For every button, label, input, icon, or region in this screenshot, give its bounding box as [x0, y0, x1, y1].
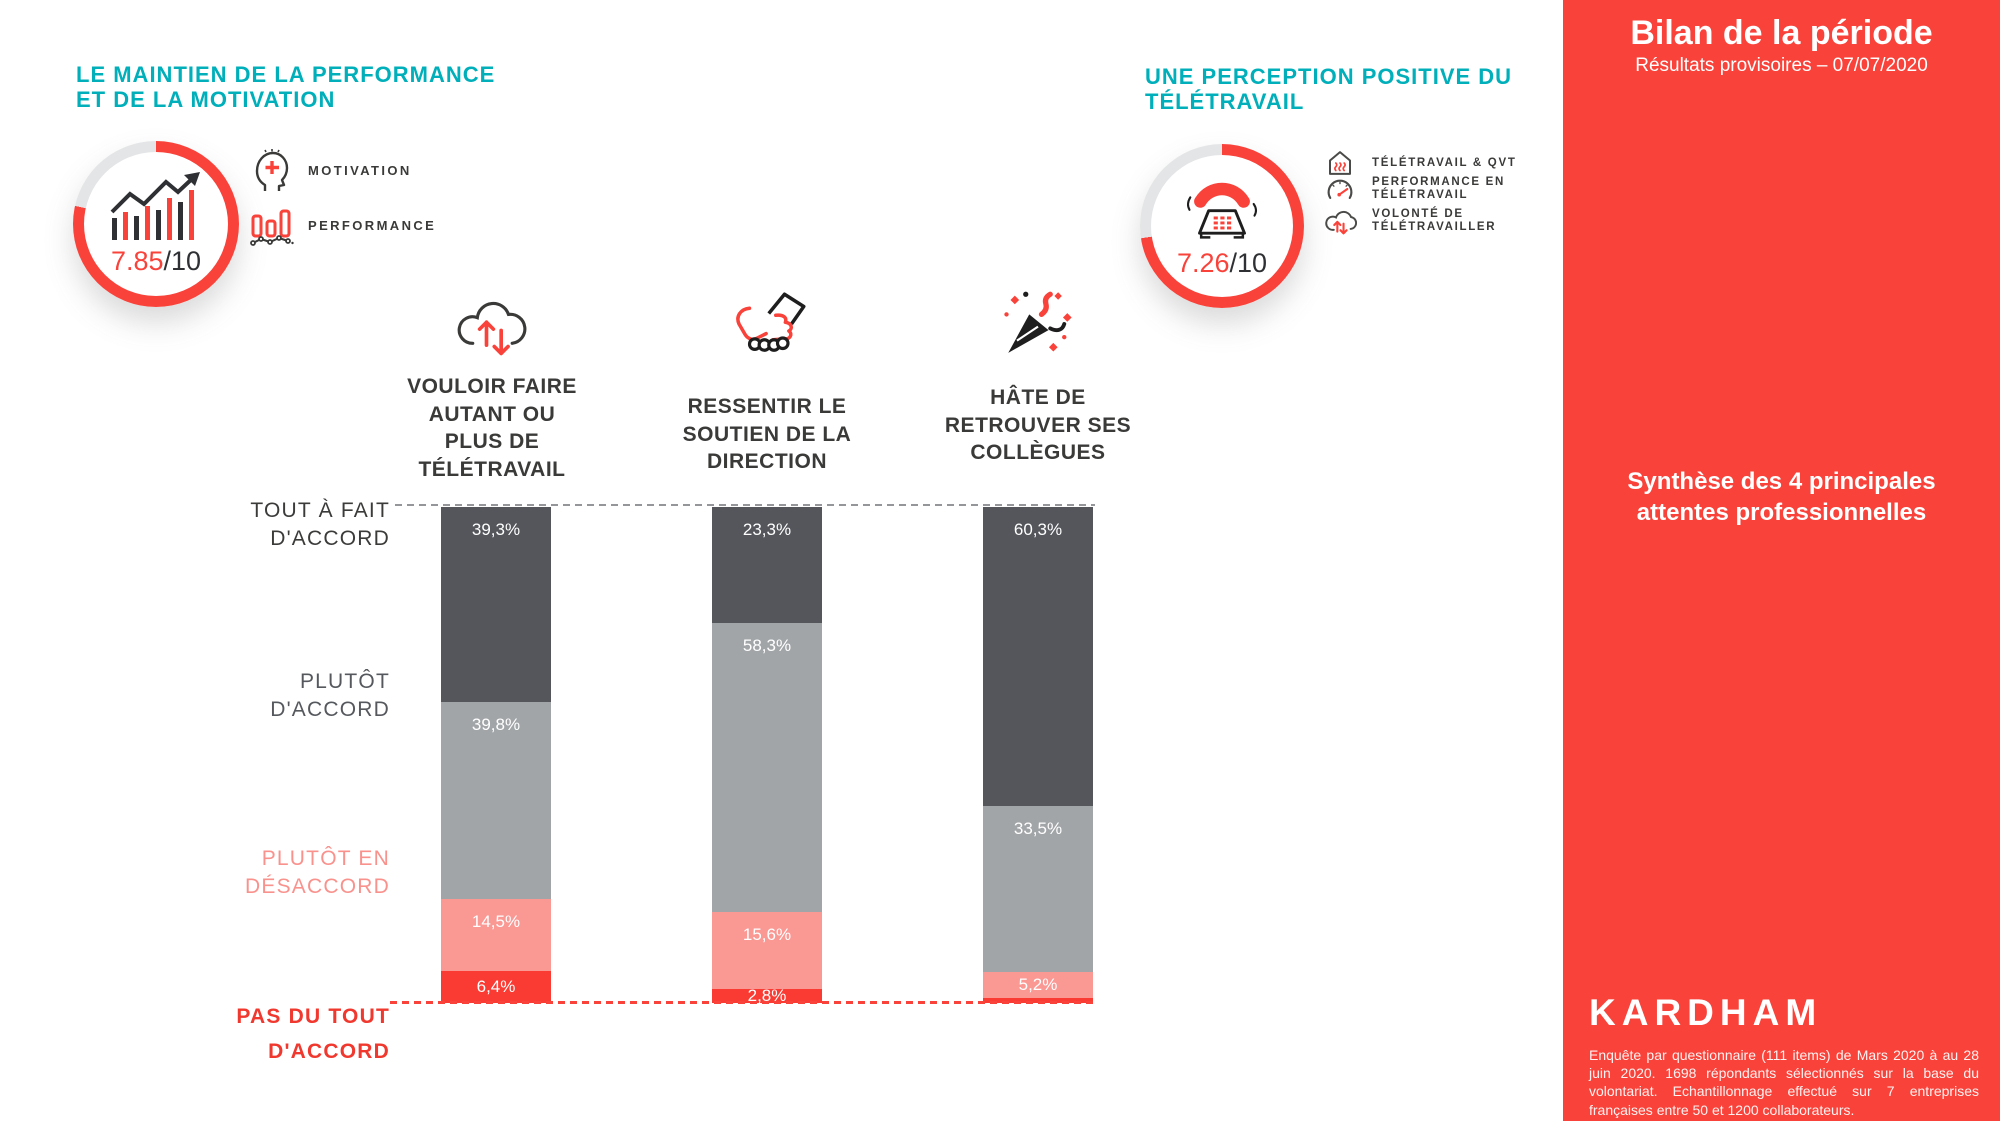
right-title-line1: UNE PERCEPTION POSITIVE DU [1145, 64, 1513, 89]
bar-segment-3-3 [983, 972, 1093, 999]
legend-label-performance: PERFORMANCE [308, 217, 437, 233]
legend-motivation: MOTIVATION [250, 148, 412, 192]
sidebar-subtitle: Résultats provisoires – 07/07/2020 [1635, 55, 1928, 76]
bar-value-label: 23,3% [742, 520, 792, 539]
column-header-text-2: RESSENTIR LE SOUTIEN DE LA DIRECTION [682, 395, 852, 473]
row-label-4: PAS DU TOUT D'ACCORD [236, 1005, 390, 1063]
bar-segment-1-2 [441, 701, 551, 900]
sidebar-footnote: Enquête par questionnaire (111 items) de… [1589, 1047, 1979, 1118]
left-title-line1: LE MAINTIEN DE LA PERFORMANCE [76, 62, 496, 87]
bar-value-label: 2,8% [747, 986, 787, 1006]
handshake-icon [736, 292, 806, 352]
score-value: 7.85 [110, 245, 164, 276]
legend-volonte-teletravailler: VOLONTÉ DE TÉLÉTRAVAILLER [1322, 206, 1496, 236]
legend-teletravail-qvt: TÉLÉTRAVAIL & QVT [1322, 148, 1517, 178]
legend-label-teletravail-qvt: TÉLÉTRAVAIL & QVT [1372, 156, 1517, 169]
kardham-logo: KARDHAM [1589, 992, 1823, 1033]
bar-segment-2-3 [712, 911, 822, 990]
column-header-text-3: HÂTE DE RETROUVER SES COLLÈGUES [944, 386, 1132, 464]
row-label-1: TOUT À FAIT D'ACCORD [250, 499, 390, 550]
right-title-line2: TÉLÉTRAVAIL [1145, 89, 1305, 114]
chart-column-header-2: RESSENTIR LE SOUTIEN DE LA DIRECTION [627, 289, 907, 476]
legend-label-performance-teletravail: PERFORMANCE EN TÉLÉTRAVAIL [1372, 176, 1506, 201]
telephone-icon [1187, 182, 1257, 239]
legend-label-motivation: MOTIVATION [308, 162, 412, 178]
bar-segment-3-2 [983, 806, 1093, 973]
bar-value-label: 39,3% [471, 520, 521, 539]
party-popper-icon [1004, 291, 1072, 353]
growth-chart-icon [110, 171, 200, 240]
chart-bottom-dashed-line [390, 1001, 1095, 1004]
score-suffix: /10 [1229, 247, 1268, 278]
legend-label-volonte-teletravailler: VOLONTÉ DE TÉLÉTRAVAILLER [1372, 208, 1497, 233]
score-suffix: /10 [163, 245, 202, 276]
bar-segment-1-3 [441, 899, 551, 972]
bar-segment-1-1 [441, 507, 551, 702]
left-section-title: LE MAINTIEN DE LA PERFORMANCE ET DE LA M… [76, 62, 495, 112]
chart-column-header-1: VOULOIR FAIRE AUTANT OU PLUS DE TÉLÉTRAV… [352, 292, 632, 483]
legend-performance-teletravail: PERFORMANCE EN TÉLÉTRAVAIL [1322, 176, 1505, 202]
column-header-text-1: VOULOIR FAIRE AUTANT OU PLUS DE TÉLÉTRAV… [407, 375, 577, 481]
bar-value-label: 14,5% [471, 912, 521, 932]
cloud-updown-icon [457, 301, 527, 356]
gauge-score: 7.26/10 [1177, 248, 1267, 279]
bar-value-label: 60,3% [1013, 520, 1063, 539]
head-plus-icon [250, 148, 294, 192]
performance-motivation-gauge: 7.85/10 [73, 141, 239, 307]
right-section-title: UNE PERCEPTION POSITIVE DU TÉLÉTRAVAIL [1145, 64, 1512, 114]
gauge-score: 7.85/10 [111, 246, 201, 277]
sidebar: Bilan de la période Résultats provisoire… [1563, 0, 2000, 1121]
bar-segment-2-1 [712, 507, 822, 623]
row-label-2: PLUTÔT D'ACCORD [270, 670, 390, 721]
chart-column-header-3: HÂTE DE RETROUVER SES COLLÈGUES [898, 288, 1178, 467]
row-label-3: PLUTÔT EN DÉSACCORD [245, 847, 390, 898]
bar-segment-2-2 [712, 622, 822, 912]
legend-performance: PERFORMANCE [250, 204, 436, 246]
left-title-line2: ET DE LA MOTIVATION [76, 87, 336, 112]
bar-segment-1-4 [441, 971, 551, 1003]
score-value: 7.26 [1176, 247, 1230, 278]
bar-value-label: 6,4% [476, 977, 516, 997]
sidebar-title: Bilan de la période [1630, 14, 1933, 52]
bar-value-label: 5,2% [1018, 975, 1058, 995]
bar-segment-3-1 [983, 507, 1093, 807]
bar-segment-3-4 [983, 998, 1093, 1003]
bar-segment-2-4 [712, 989, 822, 1003]
speedometer-icon [1322, 176, 1358, 202]
cloud-arrows-icon [1322, 206, 1358, 236]
sidebar-synthesis: Synthèse des 4 principales attentes prof… [1627, 468, 1936, 526]
gauge-face: 7.26/10 [1151, 155, 1293, 297]
bar-value-label: 33,5% [1013, 819, 1063, 839]
performance-bars-icon [250, 204, 294, 246]
teletravail-gauge: 7.26/10 [1140, 144, 1304, 308]
gauge-face: 7.85/10 [84, 152, 228, 296]
house-heat-icon [1322, 148, 1358, 178]
bar-value-label: 58,3% [742, 635, 792, 655]
chart-top-dashed-line [395, 504, 1095, 506]
bar-value-label: 39,8% [471, 714, 521, 734]
bar-value-label: 15,6% [742, 924, 792, 944]
